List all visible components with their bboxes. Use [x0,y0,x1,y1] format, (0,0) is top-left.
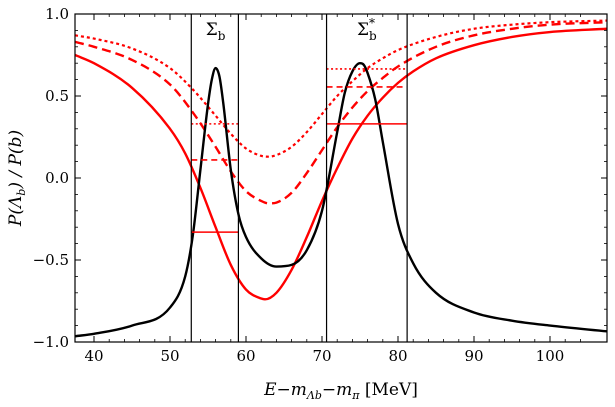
ticks: 40 50 60 70 80 90 100 −1.0 −0.5 0.0 0.5 1.0 [33,5,607,365]
region-label-sigma-b-star-main: Σ [357,20,369,40]
region-label-sigma-b-star-sub: b [369,29,377,43]
series-layer [75,19,607,338]
x-tick-label: 100 [536,347,565,365]
x-tick-label: 60 [236,347,255,365]
y-tick-label: 0.5 [45,87,69,105]
series-red-solid [75,27,607,301]
region-label-sigma-b-sub: b [218,29,226,43]
x-tick-label: 50 [160,347,179,365]
y-axis-title-c: ) / P(b) [6,130,26,190]
y-tick-label: 0.0 [45,169,69,187]
x-axis-title-lead: E−m [263,380,307,400]
x-axis-title-tail: [MeV] [359,380,417,400]
x-tick-label: 70 [312,347,331,365]
region-label-sigma-b-star: Σ* b [357,16,377,43]
x-axis-title: E−mΛb−mπ [MeV] [263,380,418,402]
y-axis-title: P(Λb) / P(b) [6,130,28,227]
x-tick-label: 90 [464,347,483,365]
series-black [75,62,607,338]
y-axis-title-sub: b [15,189,28,196]
x-axis-title-mid: −m [322,380,352,400]
y-axis-title-a: P(Λ [6,196,26,227]
y-tick-label: 1.0 [45,5,69,23]
vertical-lines [190,14,408,342]
y-tick-label: −0.5 [33,251,69,269]
region-label-sigma-b-main: Σ [206,20,218,40]
x-axis-title-sub2: π [351,389,360,402]
plateau-layer [191,68,408,233]
y-tick-label: −1.0 [33,333,69,351]
series-red-dashed [75,21,607,205]
x-axis-title-sub1: Λb [306,389,322,402]
x-tick-label: 40 [84,347,103,365]
region-label-sigma-b-star-sup: * [369,16,375,30]
series-red-dotted [75,19,607,158]
svg-text:Σb: Σb [206,20,226,43]
region-label-sigma-b: Σb [206,20,226,43]
x-tick-label: 80 [388,347,407,365]
plot-frame [74,13,608,343]
svg-text:Σ*b: Σ* b [357,16,377,43]
